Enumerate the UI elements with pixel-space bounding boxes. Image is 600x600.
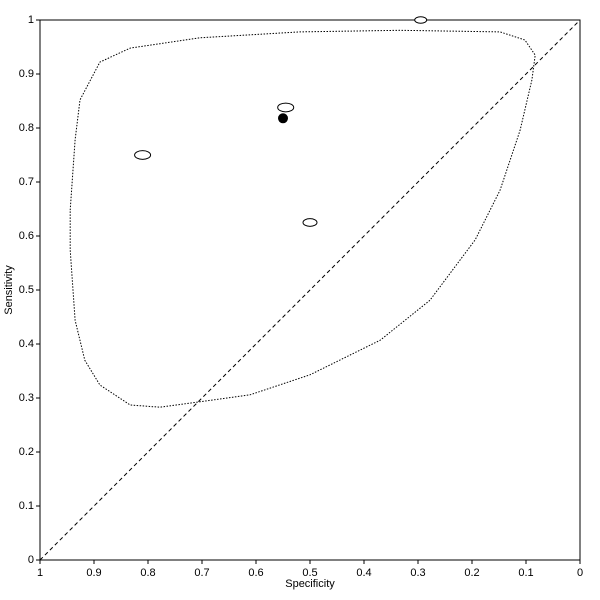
confidence-region	[69, 29, 536, 408]
study-point	[134, 150, 152, 160]
y-tick-label: 0.3	[19, 392, 34, 404]
x-tick-label: 0.9	[86, 567, 101, 579]
x-tick-label: 0	[577, 567, 583, 579]
study-point	[414, 16, 428, 24]
y-tick-label: 0.2	[19, 446, 34, 458]
y-tick-label: 1	[28, 14, 34, 26]
y-axis-title: Sensitivity	[3, 265, 15, 315]
x-tick-label: 0.3	[410, 567, 425, 579]
x-tick-label: 0.6	[248, 567, 263, 579]
x-axis-title: Specificity	[285, 578, 335, 590]
x-tick-label: 0.4	[356, 567, 371, 579]
x-tick-label: 0.7	[194, 567, 209, 579]
study-point	[277, 102, 295, 113]
summary-point	[278, 113, 288, 124]
y-tick-label: 0.7	[19, 176, 34, 188]
x-tick-label: 0.1	[518, 567, 533, 579]
y-tick-label: 0.5	[19, 284, 34, 296]
reference-line	[39, 19, 581, 561]
y-tick-label: 0	[28, 554, 34, 566]
y-tick-label: 0.8	[19, 122, 34, 134]
y-tick-label: 0.1	[19, 500, 34, 512]
x-tick-label: 0.8	[140, 567, 155, 579]
y-tick-label: 0.6	[19, 230, 34, 242]
study-point	[302, 218, 318, 227]
y-tick-label: 0.4	[19, 338, 34, 350]
x-tick-label: 0.2	[464, 567, 479, 579]
y-tick-label: 0.9	[19, 68, 34, 80]
x-tick-label: 0.5	[302, 567, 317, 579]
x-tick-label: 1	[37, 567, 43, 579]
